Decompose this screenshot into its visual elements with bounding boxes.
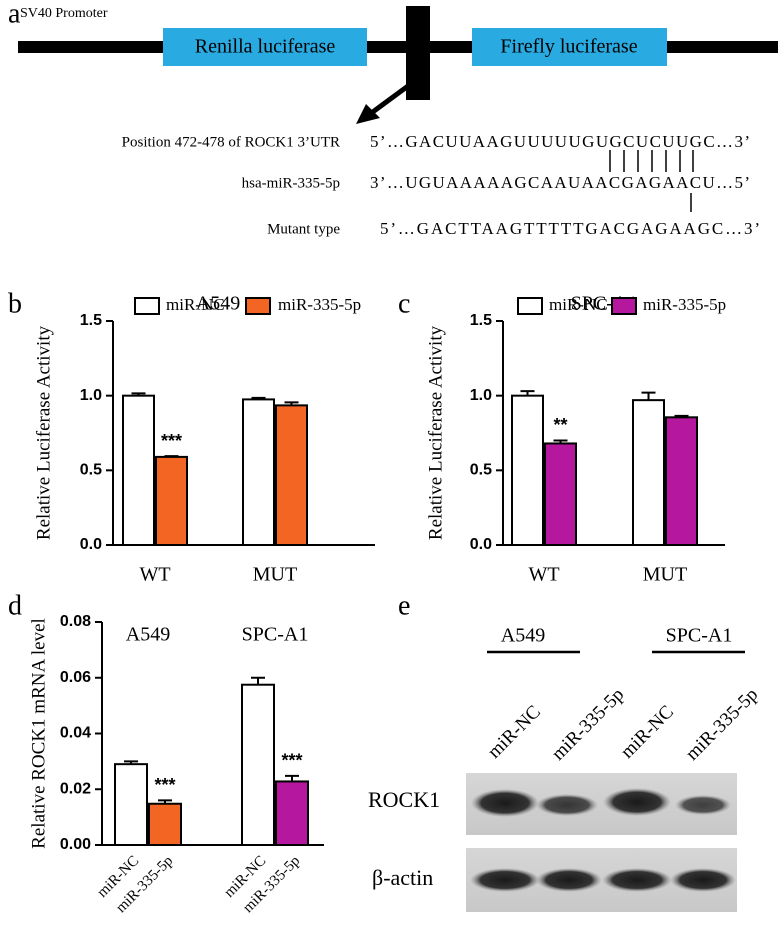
promoter-label: SV40 Promoter: [20, 6, 108, 21]
y-tick-label: 0.02: [60, 780, 91, 797]
error-bar: [520, 390, 535, 396]
lane-label: miR-335-5p: [548, 684, 629, 765]
gene-box: [163, 28, 367, 66]
bar: [275, 780, 309, 847]
panel-label: e: [398, 590, 410, 621]
y-tick-label: 1.5: [80, 312, 102, 329]
panel-label: a: [8, 0, 21, 29]
error-bar: [553, 439, 568, 444]
bar: [275, 404, 308, 546]
row-label: Mutant type: [267, 221, 340, 237]
error-bar: [164, 455, 179, 458]
arrow: [368, 83, 410, 117]
chart-title: A549: [196, 293, 240, 315]
y-tick-label: 0.08: [60, 613, 91, 630]
gene-label: Firefly luciferase: [500, 36, 637, 58]
band: [536, 794, 598, 816]
y-axis-label: Relative ROCK1 mRNA level: [28, 618, 49, 849]
band: [602, 868, 672, 892]
significance: **: [553, 415, 567, 435]
gene-label: Renilla luciferase: [195, 36, 336, 58]
significance: ***: [281, 751, 302, 771]
bar: [665, 416, 698, 547]
significance: ***: [154, 775, 175, 795]
gene-box: [472, 28, 667, 66]
bar: [155, 455, 188, 547]
legend-swatch: [611, 297, 637, 315]
y-tick-label: 0.5: [80, 462, 102, 479]
row-label: ROCK1: [368, 787, 440, 812]
lane-label: miR-NC: [484, 701, 545, 762]
panel-label: b: [8, 288, 22, 319]
y-tick-label: 1.5: [470, 312, 492, 329]
significance: ***: [161, 431, 182, 451]
y-tick-label: 0.5: [470, 462, 492, 479]
error-bar: [251, 396, 266, 400]
base-pairs: [609, 150, 694, 172]
band: [470, 868, 540, 892]
band: [603, 788, 671, 816]
band: [670, 868, 736, 892]
bar: [114, 763, 148, 846]
sequence: 3’…UGUAAAAAGCAAUAACGAGAACU…5’: [370, 173, 750, 192]
group-label: A549: [501, 625, 545, 647]
bar: [241, 683, 275, 846]
category-label: MUT: [253, 564, 297, 586]
y-axis-label: Relative Luciferase Activity: [425, 325, 446, 540]
category-label: WT: [528, 564, 559, 586]
error-bar: [641, 391, 656, 401]
row-label: hsa-miR-335-5p: [242, 175, 340, 191]
error-bar: [251, 676, 265, 685]
bar: [511, 394, 544, 546]
legend-label: miR-NC: [166, 295, 225, 314]
y-tick-label: 0.00: [60, 836, 91, 853]
y-tick-label: 1.0: [80, 387, 102, 404]
error-bar: [284, 401, 299, 406]
group-label: SPC-A1: [666, 625, 733, 647]
band: [471, 789, 539, 817]
legend-label: miR-335-5p: [278, 295, 361, 314]
lane-label: miR-335-5p: [682, 684, 763, 765]
bar: [544, 442, 577, 547]
bar: [122, 394, 155, 546]
legend-swatch: [134, 297, 160, 315]
bar: [632, 399, 665, 546]
arrow-head: [356, 104, 380, 124]
category-label: WT: [139, 564, 170, 586]
lane-label: miR-NC: [617, 701, 678, 762]
y-tick-label: 0.04: [60, 725, 91, 742]
sequence: 5’…GACUUAAGUUUUUGUGCUCUUGC…3’: [370, 132, 750, 151]
row-label: β-actin: [372, 865, 433, 890]
insert-site: [406, 6, 430, 100]
error-bar: [124, 760, 138, 765]
y-tick-label: 1.0: [470, 387, 492, 404]
panel-label: c: [398, 288, 410, 319]
legend-swatch: [517, 297, 543, 315]
panel-label: d: [8, 590, 22, 621]
row-label: Position 472-478 of ROCK1 3’UTR: [122, 134, 340, 150]
legend-label: miR-NC: [549, 295, 608, 314]
band: [536, 868, 602, 892]
bar: [148, 802, 182, 846]
error-bar: [158, 799, 172, 804]
y-tick-label: 0.06: [60, 669, 91, 686]
y-tick-label: 0.0: [470, 536, 492, 553]
bar: [242, 398, 275, 546]
error-bar: [131, 392, 146, 396]
band: [675, 795, 731, 815]
category-label: SPC-A1: [242, 624, 309, 646]
category-label: A549: [126, 624, 170, 646]
y-axis-label: Relative Luciferase Activity: [33, 325, 54, 540]
legend-label: miR-335-5p: [643, 295, 726, 314]
sequence: 5’…GACTTAAGTTTTTGACGAGAAGC…3’: [380, 219, 760, 238]
error-bar: [285, 774, 299, 782]
category-label: MUT: [643, 564, 687, 586]
error-bar: [674, 414, 689, 418]
y-tick-label: 0.0: [80, 536, 102, 553]
legend-swatch: [245, 297, 271, 315]
